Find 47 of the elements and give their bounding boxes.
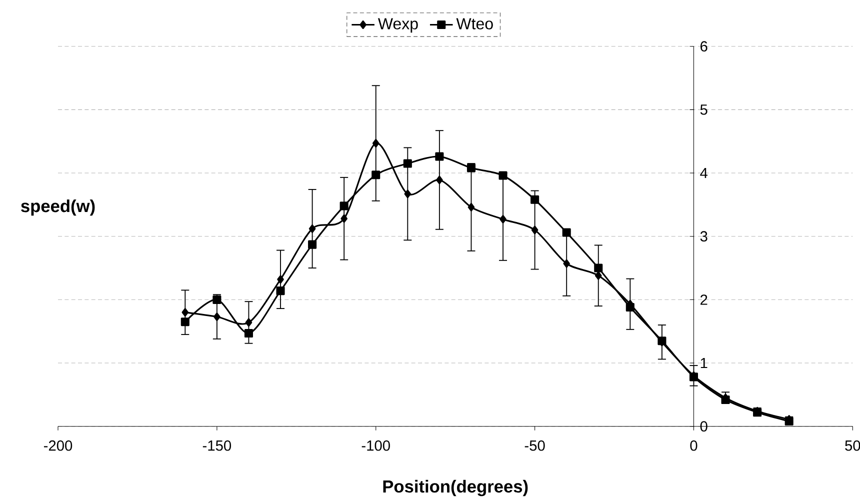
point bbox=[308, 240, 317, 249]
y-tick-label: 3 bbox=[700, 231, 708, 242]
x-tick-label: 50 bbox=[845, 440, 860, 451]
y-tick-label: 1 bbox=[700, 358, 708, 368]
point bbox=[466, 164, 476, 172]
point bbox=[531, 226, 538, 234]
point bbox=[753, 408, 762, 417]
legend-label: Wexp bbox=[378, 18, 418, 33]
point bbox=[530, 195, 540, 204]
x-axis-title: Position(degrees) bbox=[383, 480, 528, 496]
point bbox=[626, 303, 634, 312]
point bbox=[372, 170, 380, 180]
point bbox=[403, 159, 412, 168]
point bbox=[212, 295, 222, 304]
point bbox=[500, 214, 506, 224]
point bbox=[498, 171, 508, 180]
point bbox=[563, 259, 570, 268]
point bbox=[436, 176, 443, 184]
point bbox=[245, 318, 252, 327]
x-tick-label: -100 bbox=[362, 440, 390, 451]
x-tick-label: -150 bbox=[202, 440, 232, 451]
point bbox=[372, 138, 380, 148]
point bbox=[562, 228, 571, 237]
point bbox=[340, 202, 348, 210]
point bbox=[214, 312, 220, 322]
point bbox=[182, 308, 189, 317]
legend-label: Wteo bbox=[456, 18, 493, 30]
y-tick-label: 2 bbox=[700, 294, 708, 305]
x-tick-label: -50 bbox=[524, 440, 545, 451]
point bbox=[180, 318, 190, 326]
y-tick-label: 4 bbox=[700, 168, 708, 178]
point bbox=[340, 214, 348, 223]
x-tick-label: -200 bbox=[44, 440, 72, 451]
point bbox=[244, 328, 253, 338]
point bbox=[276, 286, 285, 296]
point bbox=[594, 264, 603, 272]
y-axis-title: speed(w) bbox=[21, 199, 95, 216]
point bbox=[404, 190, 412, 198]
x-tick-label: 0 bbox=[690, 440, 698, 451]
point bbox=[784, 417, 794, 426]
point bbox=[435, 152, 444, 161]
point bbox=[308, 224, 316, 234]
point bbox=[468, 202, 475, 212]
y-tick-label: 6 bbox=[700, 41, 708, 52]
point bbox=[594, 271, 602, 280]
y-tick-label: 5 bbox=[700, 104, 708, 115]
point bbox=[277, 275, 284, 284]
